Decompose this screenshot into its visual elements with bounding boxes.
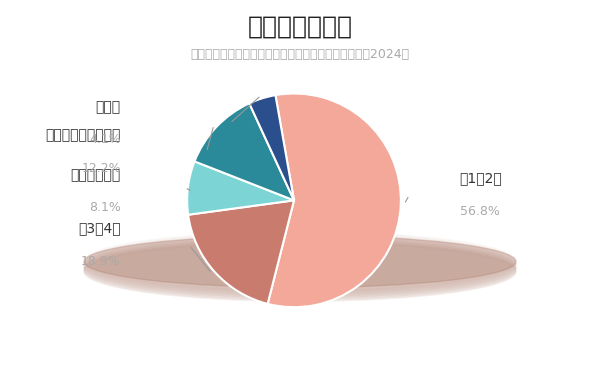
Wedge shape	[249, 95, 294, 200]
Text: 在宅勤務の頻度: 在宅勤務の頻度	[248, 15, 353, 39]
Text: フルリモート: フルリモート	[71, 168, 121, 182]
Text: 4.1%: 4.1%	[89, 133, 121, 146]
Wedge shape	[187, 161, 294, 215]
Text: 事情がある場合のみ: 事情がある場合のみ	[46, 129, 121, 142]
Text: 56.8%: 56.8%	[460, 205, 499, 218]
Text: 週3～4回: 週3～4回	[78, 221, 121, 236]
Text: その他: その他	[96, 100, 121, 114]
Text: 8.1%: 8.1%	[89, 201, 121, 214]
Wedge shape	[194, 103, 294, 200]
Text: 出典：リーガルジョブボード「特許事務の働き方調査2024」: 出典：リーガルジョブボード「特許事務の働き方調査2024」	[190, 48, 410, 61]
Wedge shape	[188, 200, 294, 304]
Text: 週1～2回: 週1～2回	[460, 171, 502, 186]
Text: 18.9%: 18.9%	[81, 255, 121, 268]
Wedge shape	[268, 93, 401, 307]
Text: 12.2%: 12.2%	[81, 162, 121, 175]
